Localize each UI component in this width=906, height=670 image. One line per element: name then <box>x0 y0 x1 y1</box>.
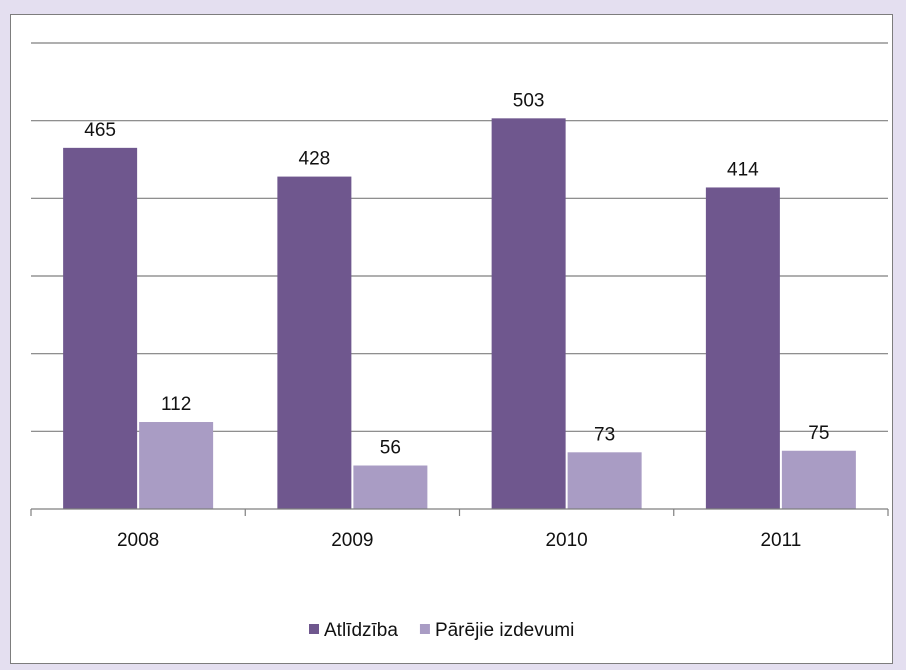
bar-series2-2009 <box>353 465 428 509</box>
x-axis: 2008 2009 2010 2011 <box>30 508 889 551</box>
data-labels: 465 112 428 56 503 73 414 75 <box>84 90 829 458</box>
data-label: 428 <box>299 149 331 170</box>
bar-series2-2010 <box>567 452 642 509</box>
data-label: 503 <box>513 90 545 111</box>
data-label: 414 <box>727 159 759 180</box>
bar-series1-2010 <box>491 118 566 509</box>
legend-swatch <box>419 624 430 634</box>
legend: Atlīdzība Pārējie izdevumi <box>309 620 574 641</box>
bar-series2-2011 <box>781 450 856 509</box>
data-label: 112 <box>161 394 191 415</box>
bars <box>63 118 856 509</box>
legend-label: Pārējie izdevumi <box>435 620 574 641</box>
x-tick-label: 2008 <box>117 530 159 551</box>
x-tick-label: 2011 <box>760 530 801 551</box>
chart-frame: 465 112 428 56 503 73 414 75 2008 2009 2010 2011 A… <box>10 14 893 664</box>
data-label: 56 <box>380 438 401 459</box>
legend-swatch <box>309 624 319 634</box>
bar-series1-2011 <box>705 187 780 509</box>
legend-label: Atlīdzība <box>324 620 398 641</box>
bar-series2-2008 <box>139 422 214 509</box>
data-label: 75 <box>808 423 829 444</box>
x-tick-label: 2009 <box>331 530 373 551</box>
data-label: 465 <box>84 120 116 141</box>
bar-series1-2008 <box>63 147 138 509</box>
bar-series1-2009 <box>277 176 352 509</box>
data-label: 73 <box>594 424 615 445</box>
x-tick-label: 2010 <box>545 530 587 551</box>
bar-chart: 465 112 428 56 503 73 414 75 2008 2009 2010 2011 A… <box>30 42 889 641</box>
